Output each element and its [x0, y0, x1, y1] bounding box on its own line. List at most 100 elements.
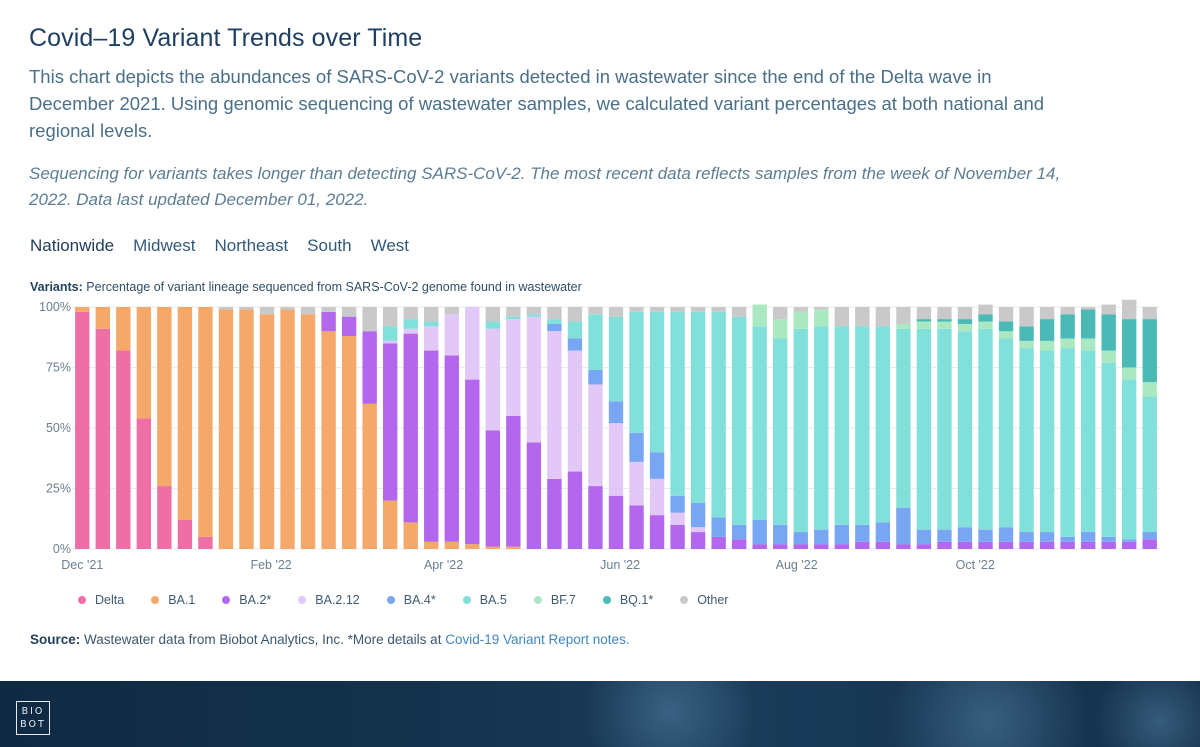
bar-segment-other[interactable] — [526, 307, 542, 315]
bar-segment-other[interactable] — [444, 307, 459, 315]
bar-segment-bf-7[interactable] — [998, 331, 1014, 339]
bar-segment-ba-5[interactable] — [896, 328, 911, 508]
bar-segment-bq-1[interactable] — [957, 319, 973, 324]
bar-segment-ba-2[interactable] — [444, 355, 459, 542]
bar-segment-other[interactable] — [1101, 304, 1116, 315]
bar-segment-delta[interactable] — [177, 519, 193, 549]
legend-item[interactable]: Delta — [78, 593, 124, 607]
bar-segment-ba-2[interactable] — [834, 544, 849, 549]
bar-segment-ba-1[interactable] — [321, 331, 336, 549]
bar-segment-ba-4[interactable] — [773, 524, 788, 545]
bar-segment-ba-2[interactable] — [1039, 541, 1055, 549]
bar-segment-ba-1[interactable] — [383, 500, 398, 549]
bar-segment-ba-4[interactable] — [588, 369, 603, 385]
bar-segment-ba-2-12[interactable] — [588, 384, 603, 487]
bar-segment-other[interactable] — [485, 307, 501, 322]
bar-segment-ba-4[interactable] — [608, 401, 624, 424]
bar-segment-ba-2-12[interactable] — [690, 527, 706, 533]
bar-segment-delta[interactable] — [198, 536, 213, 549]
bar-segment-ba-2-12[interactable] — [629, 461, 644, 506]
bar-segment-bq-1[interactable] — [978, 314, 993, 322]
bar-segment-other[interactable] — [1142, 307, 1157, 320]
bar-segment-ba-4[interactable] — [731, 524, 747, 540]
bar-segment-ba-4[interactable] — [1080, 532, 1096, 542]
bar-segment-ba-4[interactable] — [567, 338, 583, 351]
bar-segment-ba-4[interactable] — [752, 519, 767, 545]
legend-item[interactable]: BF.7 — [533, 593, 576, 607]
bar-segment-ba-4[interactable] — [690, 503, 706, 528]
bar-segment-ba-1[interactable] — [506, 546, 521, 549]
bar-segment-ba-2-12[interactable] — [424, 326, 439, 351]
legend-item[interactable]: Other — [680, 593, 728, 607]
bar-segment-ba-5[interactable] — [855, 326, 870, 525]
bar-segment-ba-5[interactable] — [957, 331, 973, 528]
bar-segment-ba-4[interactable] — [937, 529, 952, 542]
legend-item[interactable]: BA.5 — [462, 593, 507, 607]
bar-segment-bf-7[interactable] — [896, 323, 911, 329]
bar-segment-ba-1[interactable] — [136, 307, 152, 419]
bar-segment-ba-5[interactable] — [834, 326, 849, 525]
bar-segment-ba-2[interactable] — [916, 544, 932, 549]
bar-segment-bq-1[interactable] — [1039, 319, 1055, 341]
bar-segment-bq-1[interactable] — [1122, 319, 1137, 368]
bar-segment-other[interactable] — [1080, 307, 1096, 310]
bar-segment-ba-4[interactable] — [1039, 532, 1055, 542]
bar-segment-ba-2-12[interactable] — [383, 340, 398, 344]
bar-segment-ba-4[interactable] — [1101, 536, 1116, 542]
bar-segment-ba-2-12[interactable] — [403, 328, 418, 334]
bar-segment-other[interactable] — [649, 307, 665, 312]
bar-segment-ba-2[interactable] — [526, 442, 542, 549]
bar-segment-ba-2[interactable] — [588, 486, 603, 549]
bar-segment-ba-2[interactable] — [1060, 541, 1075, 549]
bar-segment-other[interactable] — [855, 307, 870, 327]
bar-segment-ba-2-12[interactable] — [608, 423, 624, 496]
bar-segment-ba-1[interactable] — [95, 307, 110, 329]
legend-item[interactable]: BQ.1* — [602, 593, 653, 607]
bar-segment-ba-2-12[interactable] — [506, 319, 521, 416]
bar-segment-ba-2[interactable] — [731, 539, 747, 549]
bar-segment-bf-7[interactable] — [814, 309, 829, 327]
bar-segment-ba-2[interactable] — [608, 495, 624, 549]
bar-segment-ba-4[interactable] — [896, 507, 911, 545]
bar-segment-other[interactable] — [321, 307, 336, 312]
bar-segment-ba-2[interactable] — [362, 331, 377, 404]
bar-segment-ba-4[interactable] — [1060, 536, 1075, 542]
bar-segment-other[interactable] — [280, 307, 295, 310]
bar-segment-ba-5[interactable] — [814, 326, 829, 530]
bar-segment-ba-2-12[interactable] — [649, 478, 665, 516]
bar-segment-ba-5[interactable] — [588, 314, 603, 370]
bar-segment-ba-5[interactable] — [629, 311, 644, 433]
bar-segment-ba-5[interactable] — [485, 321, 501, 329]
bar-segment-other[interactable] — [383, 307, 398, 327]
bar-segment-ba-2[interactable] — [649, 515, 665, 549]
bar-segment-bf-7[interactable] — [1039, 340, 1055, 351]
bar-segment-ba-5[interactable] — [649, 311, 665, 453]
bar-segment-other[interactable] — [362, 307, 377, 332]
bar-segment-ba-4[interactable] — [834, 524, 849, 545]
bar-segment-ba-5[interactable] — [793, 328, 808, 533]
bar-segment-other[interactable] — [341, 307, 357, 317]
bar-segment-bf-7[interactable] — [1142, 382, 1157, 397]
bar-segment-ba-5[interactable] — [547, 319, 562, 324]
bar-segment-ba-2-12[interactable] — [526, 316, 542, 443]
bar-segment-ba-4[interactable] — [916, 529, 932, 545]
bar-segment-ba-4[interactable] — [814, 529, 829, 545]
bar-segment-bf-7[interactable] — [1060, 338, 1075, 349]
bar-segment-other[interactable] — [588, 307, 603, 315]
bar-segment-ba-5[interactable] — [937, 328, 952, 530]
bar-segment-ba-2[interactable] — [896, 544, 911, 549]
bar-segment-ba-1[interactable] — [157, 307, 172, 487]
bar-segment-ba-5[interactable] — [1101, 362, 1116, 537]
bar-segment-bq-1[interactable] — [1019, 326, 1034, 341]
bar-segment-bf-7[interactable] — [1122, 367, 1137, 380]
bar-segment-bf-7[interactable] — [1101, 350, 1116, 363]
bar-segment-ba-2[interactable] — [1080, 541, 1096, 549]
bar-segment-ba-2[interactable] — [773, 544, 788, 549]
bar-segment-ba-1[interactable] — [485, 546, 501, 549]
bar-segment-bf-7[interactable] — [937, 321, 952, 329]
bar-segment-ba-2[interactable] — [875, 541, 891, 549]
bar-segment-ba-4[interactable] — [547, 323, 562, 332]
bar-segment-ba-5[interactable] — [773, 338, 788, 525]
bar-segment-bq-1[interactable] — [937, 319, 952, 322]
bar-segment-ba-5[interactable] — [978, 328, 993, 530]
